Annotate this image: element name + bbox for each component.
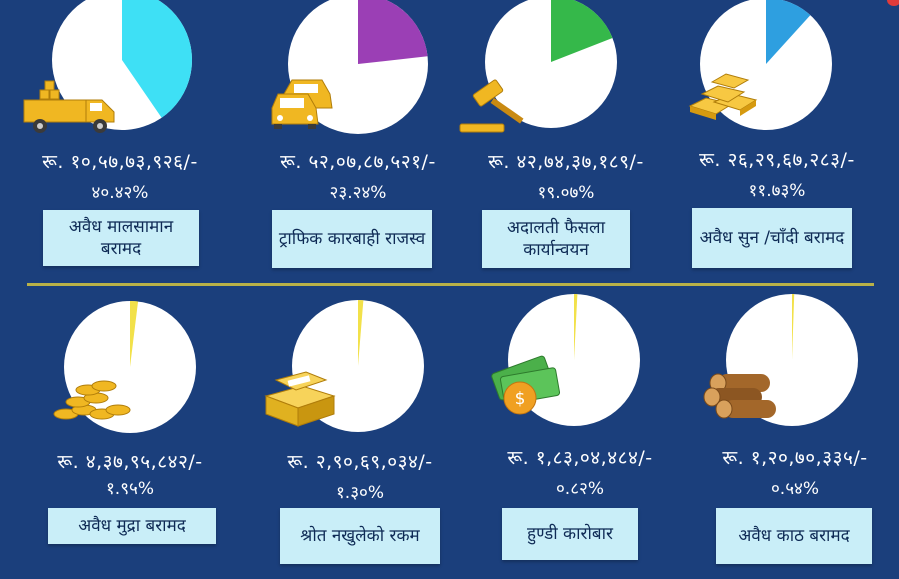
category-label: हुण्डी कारोबार bbox=[502, 508, 638, 560]
gold-bars-icon bbox=[688, 73, 758, 120]
percent-text: १.९५% bbox=[105, 479, 155, 499]
category-tile-currency: रू. ४,३७,९५,८४२/- १.९५% अवैध मुद्रा बराम… bbox=[30, 290, 230, 579]
category-tile-hundi: $ रू. १,८३,०४,४८४/- ०.८२% हुण्डी कारोबार bbox=[480, 290, 680, 579]
category-label: अवैध सुन /चाँदी बरामद bbox=[692, 208, 852, 268]
svg-text:$: $ bbox=[515, 389, 526, 409]
category-label: ट्राफिक कारबाही राजस्व bbox=[272, 210, 432, 268]
pie-slice bbox=[792, 294, 795, 360]
pie-slice bbox=[766, 0, 811, 64]
amount-text: रू. १,८३,०४,४८४/- bbox=[507, 447, 653, 469]
pie-chart bbox=[485, 0, 617, 128]
pie-slice bbox=[130, 301, 139, 367]
category-label: अवैध मुद्रा बरामद bbox=[48, 508, 216, 544]
pie-slice bbox=[358, 0, 428, 64]
percent-text: ४०.४२% bbox=[91, 183, 149, 203]
category-tile-illegal-goods: रू. १०,५७,७३,९२६/- ४०.४२% अवैध मालसामान … bbox=[10, 0, 230, 270]
category-tile-unknown-source: रू. २,९०,६९,०३४/- १.३०% श्रोत नखुलेको रक… bbox=[260, 290, 470, 579]
truck-icon bbox=[23, 80, 115, 133]
category-label: अदालती फैसला कार्यान्वयन bbox=[482, 210, 630, 268]
percent-text: ०.८२% bbox=[555, 479, 605, 499]
amount-text: रू. १,२०,७०,३३५/- bbox=[722, 447, 868, 469]
category-label: अवैध मालसामान बरामद bbox=[43, 210, 199, 266]
percent-text: ०.५४% bbox=[770, 479, 820, 499]
category-tile-traffic-revenue: रू. ५२,०७,८७,५२१/- २३.२४% ट्राफिक कारबाह… bbox=[248, 0, 468, 270]
pie-chart bbox=[52, 0, 192, 130]
gavel-icon bbox=[459, 79, 524, 133]
percent-text: १.३०% bbox=[335, 483, 385, 503]
corner-decoration bbox=[887, 0, 899, 6]
cars-icon bbox=[271, 79, 333, 129]
amount-text: रू. ४२,७४,३७,१८९/- bbox=[488, 151, 644, 173]
pie-slice bbox=[551, 0, 613, 62]
amount-text: रू. ५२,०७,८७,५२१/- bbox=[280, 151, 436, 173]
cash-stack-icon bbox=[264, 371, 336, 427]
coins-icon bbox=[53, 380, 131, 420]
category-label: अवैध काठ बरामद bbox=[716, 508, 872, 564]
row-divider bbox=[27, 283, 874, 286]
amount-text: रू. १०,५७,७३,९२६/- bbox=[42, 151, 198, 173]
percent-text: १९.०७% bbox=[537, 183, 595, 203]
pie-slice bbox=[122, 0, 192, 118]
amount-text: रू. २,९०,६९,०३४/- bbox=[287, 451, 433, 473]
amount-text: रू. ४,३७,९५,८४२/- bbox=[57, 451, 203, 473]
percent-text: २३.२४% bbox=[329, 183, 387, 203]
money-icon: $ bbox=[491, 355, 561, 415]
category-label: श्रोत नखुलेको रकम bbox=[280, 508, 440, 564]
percent-text: ११.७३% bbox=[748, 181, 806, 201]
category-tile-court-verdict: रू. ४२,७४,३७,१८९/- १९.०७% अदालती फैसला क… bbox=[459, 0, 686, 270]
pie-slice bbox=[358, 300, 364, 366]
amount-text: रू. २६,२९,६७,२८३/- bbox=[699, 149, 855, 171]
logs-icon bbox=[703, 373, 776, 419]
category-tile-timber: रू. १,२०,७०,३३५/- ०.५४% अवैध काठ बरामद bbox=[700, 290, 890, 579]
pie-slice bbox=[574, 294, 578, 360]
category-tile-gold-silver: रू. २६,२९,६७,२८३/- ११.७३% अवैध सुन /चाँद… bbox=[680, 0, 880, 270]
